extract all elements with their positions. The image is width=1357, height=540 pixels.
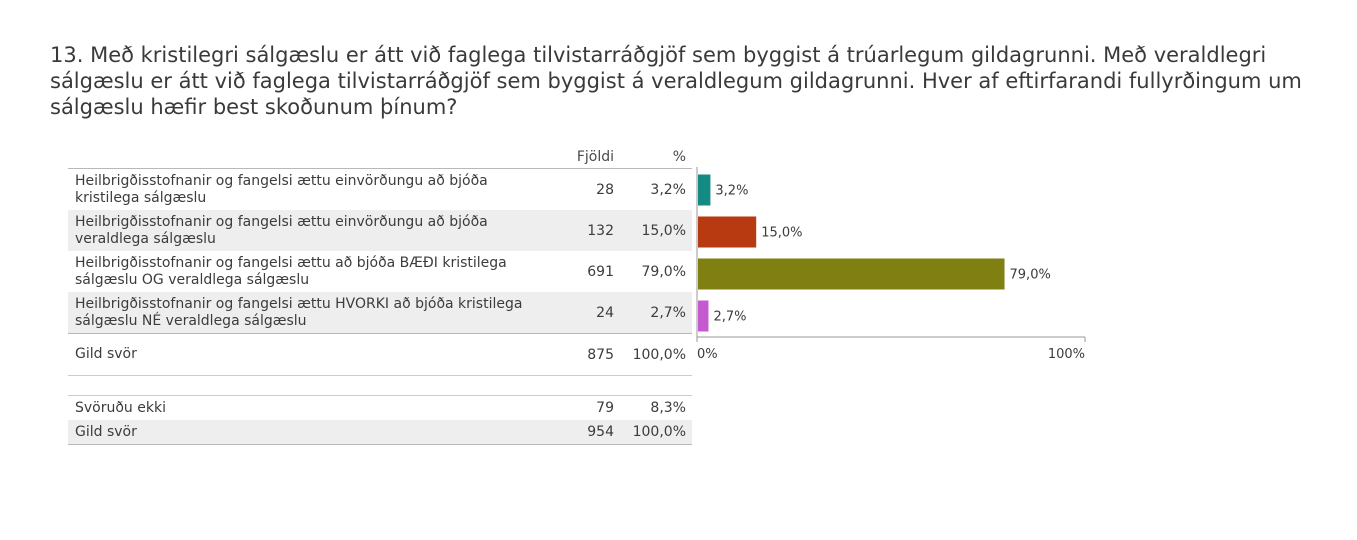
row-label: Heilbrigðisstofnanir og fangelsi ættu ei… xyxy=(75,172,488,206)
header-empty xyxy=(68,146,554,169)
grand-total-percent: 100,0% xyxy=(618,420,692,445)
valid-percent: 100,0% xyxy=(618,333,692,376)
bar xyxy=(698,216,757,248)
row-percent: 15,0% xyxy=(618,210,692,251)
row-count: 24 xyxy=(554,292,618,334)
row-percent: 2,7% xyxy=(618,292,692,334)
valid-count: 875 xyxy=(554,333,618,376)
x-tick-label: 0% xyxy=(697,347,718,362)
table-row: Heilbrigðisstofnanir og fangelsi ættu ei… xyxy=(68,210,692,251)
no-answer-row: Svöruðu ekki 79 8,3% xyxy=(68,396,692,421)
bar xyxy=(698,300,709,332)
row-count: 691 xyxy=(587,263,614,280)
bar-value-label: 15,0% xyxy=(761,226,802,241)
header-percent: % xyxy=(618,146,692,169)
grand-total-label: Gild svör xyxy=(68,420,554,445)
table-header: Fjöldi % xyxy=(68,146,692,169)
bar-value-label: 3,2% xyxy=(715,184,748,199)
no-answer-label: Svöruðu ekki xyxy=(75,399,166,416)
table-row: Heilbrigðisstofnanir og fangelsi ættu HV… xyxy=(68,292,692,334)
no-answer-percent: 8,3% xyxy=(650,400,686,416)
row-label: Heilbrigðisstofnanir og fangelsi ættu HV… xyxy=(68,292,554,334)
bar-value-label: 79,0% xyxy=(1010,268,1051,283)
no-answer-count: 79 xyxy=(596,400,614,416)
grand-total-count: 954 xyxy=(554,420,618,445)
frequency-table: Fjöldi % Heilbrigðisstofnanir og fangels… xyxy=(68,146,692,445)
row-percent: 79,0% xyxy=(641,263,686,280)
table-spacer xyxy=(68,375,692,396)
header-count: Fjöldi xyxy=(554,146,618,169)
grand-total-row: Gild svör 954 100,0% xyxy=(68,420,692,445)
question-title: 13. Með kristilegri sálgæslu er átt við … xyxy=(50,43,1302,119)
table-row: Heilbrigðisstofnanir og fangelsi ættu ei… xyxy=(68,169,692,211)
valid-total-row: Gild svör 875 100,0% xyxy=(68,333,692,376)
row-count: 132 xyxy=(554,210,618,251)
bar xyxy=(698,174,711,206)
x-tick-label: 100% xyxy=(1048,347,1085,362)
row-count: 28 xyxy=(596,181,614,198)
row-label: Heilbrigðisstofnanir og fangelsi ættu ei… xyxy=(68,210,554,251)
bar xyxy=(698,258,1005,290)
row-percent: 3,2% xyxy=(650,181,686,198)
table-row: Heilbrigðisstofnanir og fangelsi ættu að… xyxy=(68,251,692,292)
bar-value-label: 2,7% xyxy=(713,310,746,325)
valid-label: Gild svör xyxy=(68,333,554,376)
row-label: Heilbrigðisstofnanir og fangelsi ættu að… xyxy=(75,254,507,288)
